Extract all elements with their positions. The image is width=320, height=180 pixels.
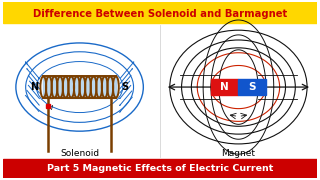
Text: N: N — [220, 82, 229, 92]
Bar — [43, 76, 116, 98]
Bar — [3, 159, 317, 178]
Text: Difference Between Solenoid and Barmagnet: Difference Between Solenoid and Barmagne… — [33, 8, 287, 19]
Text: I: I — [51, 105, 53, 111]
Bar — [238, 79, 266, 95]
Text: Solenoid: Solenoid — [60, 149, 99, 158]
Text: Magnet: Magnet — [221, 149, 255, 158]
Bar — [3, 2, 317, 23]
Text: N: N — [30, 82, 39, 92]
Text: S: S — [121, 82, 128, 92]
Text: Part 5 Magnetic Effects of Electric Current: Part 5 Magnetic Effects of Electric Curr… — [47, 164, 273, 173]
Text: S: S — [248, 82, 256, 92]
Bar — [3, 23, 317, 159]
Bar — [211, 79, 238, 95]
